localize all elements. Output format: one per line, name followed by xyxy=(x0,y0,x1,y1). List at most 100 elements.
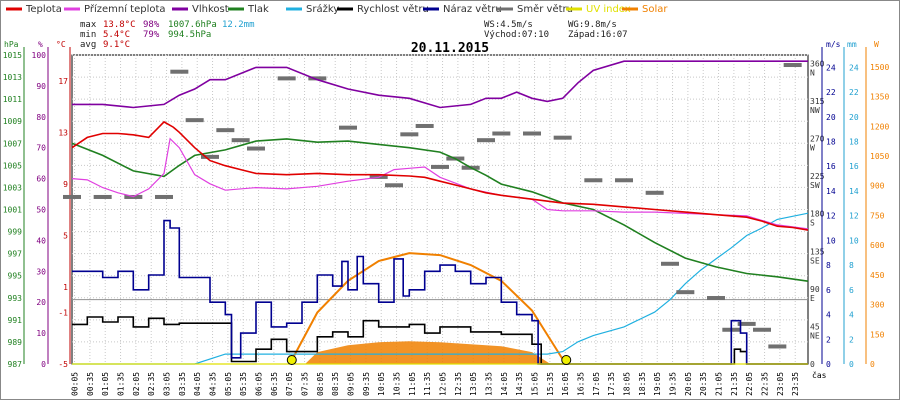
series-smer-vetru-point xyxy=(492,131,511,136)
hpa-tick-label: 995 xyxy=(8,272,23,281)
hpa-tick-label: 993 xyxy=(8,294,23,303)
w-unit-label: W xyxy=(874,40,879,49)
pct-tick-label: 20 xyxy=(36,298,46,307)
series-smer-vetru-point xyxy=(247,146,265,151)
time-tick-label: 20:35 xyxy=(699,372,708,396)
ms-tick-label: 24 xyxy=(826,63,836,72)
legend-label-srazky: Srážky xyxy=(306,3,339,15)
legend: Teplota Přízemní teplota Vlhkost Tlak Srážky… xyxy=(6,3,668,15)
series-smer-vetru-point xyxy=(553,135,572,140)
w-tick-label: 1500 xyxy=(870,63,889,72)
ms-tick-label: 6 xyxy=(826,286,831,295)
w-tick-label: 600 xyxy=(870,241,885,250)
legend-label-prizemni-teplota: Přízemní teplota xyxy=(84,3,166,15)
series-smer-vetru-point xyxy=(783,63,802,68)
degc-tick-label: -5 xyxy=(58,360,68,369)
dir-tick-label: 270 xyxy=(810,135,825,144)
hpa-tick-label: 997 xyxy=(8,250,23,259)
w-tick-label: 450 xyxy=(870,271,885,280)
mm-unit-label: mm xyxy=(847,40,857,49)
series-solar-line xyxy=(288,252,567,365)
stat-max-hum: 98% xyxy=(143,20,160,30)
series-teplota-line xyxy=(71,120,809,231)
time-tick-label: 21:35 xyxy=(730,372,739,396)
hpa-tick-label: 1001 xyxy=(3,206,22,215)
hpa-tick-label: 999 xyxy=(8,228,23,237)
series-smer-vetru-point xyxy=(661,261,679,266)
series-smer-vetru-point xyxy=(185,118,204,123)
time-tick-label: 23:35 xyxy=(791,372,800,396)
series-smer-vetru-point xyxy=(170,69,189,74)
time-tick-label: 10:35 xyxy=(393,372,402,396)
time-tick-label: 15:35 xyxy=(546,372,555,396)
pct-tick-label: 0 xyxy=(41,360,46,369)
dir-tick-label: N xyxy=(810,68,815,77)
w-tick-label: 150 xyxy=(870,330,885,339)
pct-tick-label: 80 xyxy=(36,113,46,122)
time-tick-label: 13:05 xyxy=(469,372,478,396)
dir-tick-label: 225 xyxy=(810,172,825,181)
mm-tick-label: 4 xyxy=(849,311,854,320)
stat-wg: WG:9.8m/s xyxy=(568,20,617,30)
mm-tick-label: 22 xyxy=(849,88,859,97)
time-tick-label: 09:05 xyxy=(347,372,356,396)
dir-tick-label: 90 xyxy=(810,285,820,294)
stat-avg-label: avg xyxy=(80,40,96,50)
time-tick-label: 17:05 xyxy=(592,372,601,396)
mm-tick-label: 14 xyxy=(849,187,859,196)
pct-tick-label: 100 xyxy=(32,51,47,60)
time-tick-label: 11:35 xyxy=(423,372,432,396)
time-tick-label: 05:05 xyxy=(224,372,233,396)
dir-tick-label: 45 xyxy=(810,322,820,331)
dir-tick-label: S xyxy=(810,219,815,228)
series-smer-vetru-point xyxy=(523,131,541,136)
series-smer-vetru-point xyxy=(216,128,235,133)
legend-label-naraz-vetru: Náraz větru xyxy=(443,3,502,15)
time-tick-label: 20:05 xyxy=(684,372,693,396)
time-tick-label: 01:05 xyxy=(101,372,110,396)
time-tick-label: 03:35 xyxy=(178,372,187,396)
dir-tick-label: 135 xyxy=(810,247,825,256)
sunset-marker xyxy=(561,355,572,365)
hpa-unit-label: hPa xyxy=(4,40,19,49)
series-smer-vetru-point xyxy=(768,344,787,349)
series-smer-vetru-point xyxy=(308,76,327,81)
hpa-tick-label: 1015 xyxy=(3,51,22,60)
stat-max-press: 1007.6hPa xyxy=(168,20,217,30)
dir-tick-label: SW xyxy=(810,181,820,190)
degc-tick-label: 13 xyxy=(58,128,68,137)
ms-tick-label: 2 xyxy=(826,335,831,344)
stat-max-temp: 13.8°C xyxy=(103,20,136,30)
ms-tick-label: 14 xyxy=(826,187,836,196)
series-smer-vetru-point xyxy=(155,194,173,199)
time-tick-label: 16:05 xyxy=(561,372,570,396)
w-tick-label: 0 xyxy=(870,360,875,369)
series-smer-vetru-point xyxy=(277,76,296,81)
dir-tick-label: W xyxy=(810,144,815,153)
time-tick-label: 08:05 xyxy=(316,372,325,396)
time-tick-label: 00:35 xyxy=(86,372,95,396)
chart-title: 20.11.2015 xyxy=(411,41,489,56)
time-tick-label: 07:35 xyxy=(301,372,310,396)
dir-tick-label: SE xyxy=(810,256,820,265)
time-tick-label: 16:35 xyxy=(577,372,586,396)
stat-ws: WS:4.5m/s xyxy=(484,20,533,30)
time-tick-label: 06:05 xyxy=(255,372,264,396)
ms-tick-label: 8 xyxy=(826,261,831,270)
series-smer-vetru-point xyxy=(201,154,219,159)
ms-tick-label: 12 xyxy=(826,212,836,221)
stat-min-temp: 5.4°C xyxy=(103,30,130,40)
legend-label-uv-index: UV index xyxy=(586,4,631,15)
w-tick-label: 300 xyxy=(870,301,885,310)
mm-tick-label: 10 xyxy=(849,236,859,245)
ms-tick-label: 10 xyxy=(826,236,836,245)
stat-avg-temp: 9.1°C xyxy=(103,40,130,50)
series-smer-vetru-point xyxy=(415,123,434,128)
pct-tick-label: 70 xyxy=(36,144,46,153)
time-tick-label: 02:05 xyxy=(132,372,141,396)
series-smer-vetru-point xyxy=(753,327,771,332)
time-tick-label: 18:35 xyxy=(638,372,647,396)
legend-label-smer-vetru: Směr větru xyxy=(517,3,573,15)
legend-label-vlhkost: Vlhkost xyxy=(192,4,229,15)
series-smer-vetru-point xyxy=(615,178,633,183)
